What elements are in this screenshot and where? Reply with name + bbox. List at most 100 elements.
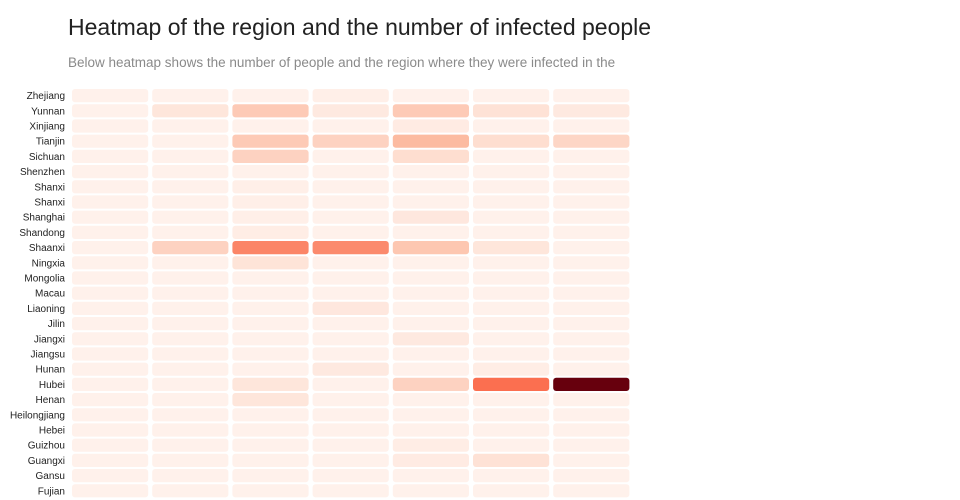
heatmap-cell[interactable] xyxy=(473,453,550,467)
heatmap-cell[interactable] xyxy=(392,362,469,376)
heatmap-cell[interactable] xyxy=(473,225,550,239)
heatmap-cell[interactable] xyxy=(392,271,469,285)
heatmap-cell[interactable] xyxy=(72,180,149,194)
heatmap-cell[interactable] xyxy=(152,393,229,407)
heatmap-cell[interactable] xyxy=(553,119,630,133)
heatmap-cell[interactable] xyxy=(553,134,630,148)
heatmap-cell[interactable] xyxy=(312,362,389,376)
heatmap-cell[interactable] xyxy=(312,423,389,437)
heatmap-cell[interactable] xyxy=(312,225,389,239)
heatmap-cell[interactable] xyxy=(72,134,149,148)
heatmap-cell[interactable] xyxy=(72,301,149,315)
heatmap-cell[interactable] xyxy=(553,301,630,315)
heatmap-cell[interactable] xyxy=(152,241,229,255)
heatmap-cell[interactable] xyxy=(72,210,149,224)
heatmap-cell[interactable] xyxy=(152,225,229,239)
heatmap-cell[interactable] xyxy=(553,484,630,498)
heatmap-cell[interactable] xyxy=(72,362,149,376)
heatmap-cell[interactable] xyxy=(232,332,309,346)
heatmap-cell[interactable] xyxy=(473,362,550,376)
heatmap-cell[interactable] xyxy=(312,241,389,255)
heatmap-cell[interactable] xyxy=(232,469,309,483)
heatmap-cell[interactable] xyxy=(152,119,229,133)
heatmap-cell[interactable] xyxy=(473,423,550,437)
heatmap-cell[interactable] xyxy=(152,347,229,361)
heatmap-cell[interactable] xyxy=(152,423,229,437)
heatmap-cell[interactable] xyxy=(553,149,630,163)
heatmap-cell[interactable] xyxy=(232,317,309,331)
heatmap-cell[interactable] xyxy=(312,332,389,346)
heatmap-cell[interactable] xyxy=(473,210,550,224)
heatmap-cell[interactable] xyxy=(392,195,469,209)
heatmap-cell[interactable] xyxy=(312,134,389,148)
heatmap-cell[interactable] xyxy=(312,301,389,315)
heatmap-cell[interactable] xyxy=(232,423,309,437)
heatmap-cell[interactable] xyxy=(152,271,229,285)
heatmap-cell[interactable] xyxy=(392,134,469,148)
heatmap-cell[interactable] xyxy=(473,195,550,209)
heatmap-cell[interactable] xyxy=(72,225,149,239)
heatmap-cell[interactable] xyxy=(152,469,229,483)
heatmap-cell[interactable] xyxy=(553,438,630,452)
heatmap-cell[interactable] xyxy=(392,104,469,118)
heatmap-cell[interactable] xyxy=(392,469,469,483)
heatmap-cell[interactable] xyxy=(473,149,550,163)
heatmap-cell[interactable] xyxy=(553,317,630,331)
heatmap-cell[interactable] xyxy=(312,453,389,467)
heatmap-cell[interactable] xyxy=(553,165,630,179)
heatmap-cell[interactable] xyxy=(152,317,229,331)
heatmap-cell[interactable] xyxy=(312,408,389,422)
heatmap-cell[interactable] xyxy=(392,453,469,467)
heatmap-cell[interactable] xyxy=(553,423,630,437)
heatmap-cell[interactable] xyxy=(473,484,550,498)
heatmap-cell[interactable] xyxy=(553,210,630,224)
heatmap-cell[interactable] xyxy=(392,301,469,315)
heatmap-cell[interactable] xyxy=(473,119,550,133)
heatmap-cell[interactable] xyxy=(72,317,149,331)
heatmap-cell[interactable] xyxy=(473,180,550,194)
heatmap-cell[interactable] xyxy=(473,134,550,148)
heatmap-cell[interactable] xyxy=(392,377,469,391)
heatmap-cell[interactable] xyxy=(232,195,309,209)
heatmap-cell[interactable] xyxy=(473,256,550,270)
heatmap-cell[interactable] xyxy=(392,119,469,133)
heatmap-cell[interactable] xyxy=(232,165,309,179)
heatmap-cell[interactable] xyxy=(152,362,229,376)
heatmap-cell[interactable] xyxy=(553,225,630,239)
heatmap-cell[interactable] xyxy=(473,104,550,118)
heatmap-cell[interactable] xyxy=(553,180,630,194)
heatmap-cell[interactable] xyxy=(312,165,389,179)
heatmap-cell[interactable] xyxy=(152,301,229,315)
heatmap-cell[interactable] xyxy=(312,104,389,118)
heatmap-cell[interactable] xyxy=(312,347,389,361)
heatmap-cell[interactable] xyxy=(72,453,149,467)
heatmap-cell[interactable] xyxy=(72,377,149,391)
heatmap-cell[interactable] xyxy=(392,438,469,452)
heatmap-cell[interactable] xyxy=(312,119,389,133)
heatmap-cell[interactable] xyxy=(232,134,309,148)
heatmap-cell[interactable] xyxy=(232,484,309,498)
heatmap-cell[interactable] xyxy=(473,408,550,422)
heatmap-cell[interactable] xyxy=(392,286,469,300)
heatmap-cell[interactable] xyxy=(312,469,389,483)
heatmap-cell[interactable] xyxy=(392,347,469,361)
heatmap-cell[interactable] xyxy=(392,89,469,103)
heatmap-cell[interactable] xyxy=(392,317,469,331)
heatmap-cell[interactable] xyxy=(152,195,229,209)
heatmap-cell[interactable] xyxy=(232,89,309,103)
heatmap-cell[interactable] xyxy=(553,241,630,255)
heatmap-cell[interactable] xyxy=(553,195,630,209)
heatmap-cell[interactable] xyxy=(553,393,630,407)
heatmap-cell[interactable] xyxy=(72,469,149,483)
heatmap-cell[interactable] xyxy=(72,484,149,498)
heatmap-cell[interactable] xyxy=(152,104,229,118)
heatmap-cell[interactable] xyxy=(553,408,630,422)
heatmap-cell[interactable] xyxy=(72,408,149,422)
heatmap-cell[interactable] xyxy=(152,149,229,163)
heatmap-cell[interactable] xyxy=(232,393,309,407)
heatmap-cell[interactable] xyxy=(152,453,229,467)
heatmap-cell[interactable] xyxy=(312,256,389,270)
heatmap-cell[interactable] xyxy=(392,393,469,407)
heatmap-cell[interactable] xyxy=(392,241,469,255)
heatmap-cell[interactable] xyxy=(312,149,389,163)
